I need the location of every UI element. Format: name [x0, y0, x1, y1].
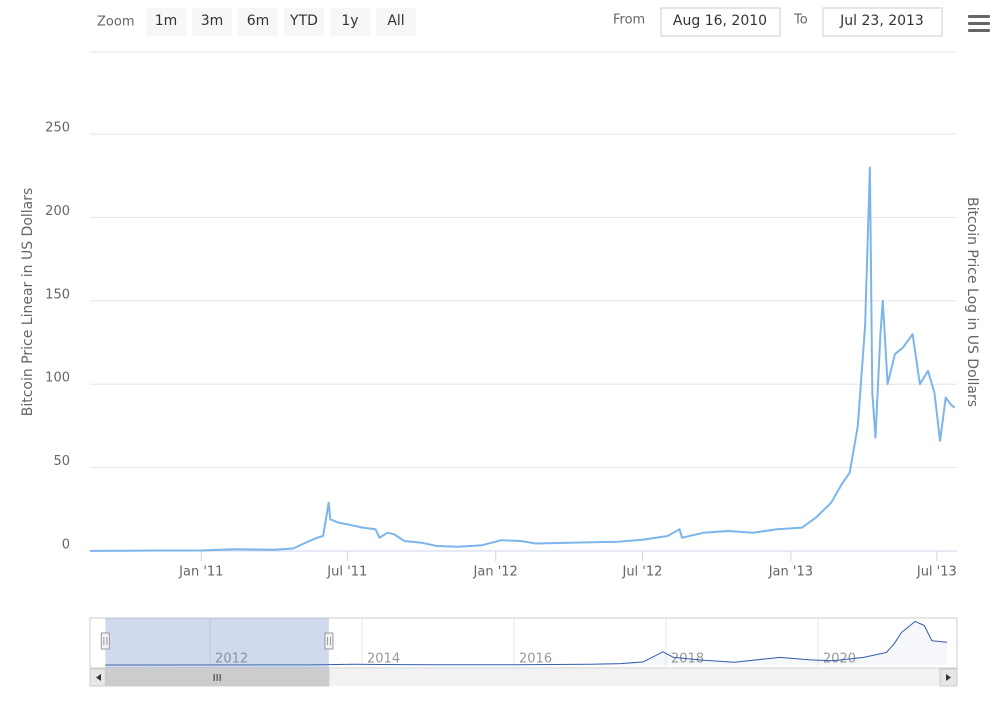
zoom-button[interactable] — [146, 8, 186, 36]
nav-x-tick-label: 2020 — [823, 652, 856, 667]
y-tick-label: 250 — [45, 121, 70, 136]
y-tick-label: 50 — [53, 454, 70, 469]
zoom-button[interactable] — [330, 8, 370, 36]
x-tick-label: Jul '11 — [326, 565, 367, 580]
nav-x-tick-label: 2012 — [215, 652, 248, 667]
nav-series — [105, 620, 948, 666]
from-label: From — [613, 13, 645, 28]
from-value: Aug 16, 2010 — [673, 13, 767, 29]
handle-grip — [103, 637, 108, 645]
zoom-button[interactable] — [238, 8, 278, 36]
x-tick-label: Jul '13 — [916, 565, 957, 580]
to-value: Jul 23, 2013 — [839, 13, 924, 29]
to-input[interactable] — [822, 7, 943, 37]
to-label: To — [793, 13, 808, 28]
zoom-button-label: YTD — [289, 13, 318, 29]
navigator-frame — [89, 617, 958, 669]
navigator-mask[interactable] — [105, 618, 329, 668]
zoom-button-label: All — [387, 13, 404, 29]
zoom-button-label: 6m — [247, 13, 270, 29]
y-tick-label: 200 — [45, 204, 70, 219]
y-tick-label: 100 — [45, 371, 70, 386]
zoom-label: Zoom — [97, 15, 134, 30]
nav-x-tick-label: 2016 — [519, 652, 552, 667]
y-axis-title: Bitcoin Price Linear in US Dollars — [20, 188, 36, 417]
zoom-button[interactable] — [284, 8, 324, 36]
y-tick-label: 150 — [45, 287, 70, 302]
zoom-button-label: 3m — [201, 13, 224, 29]
zoom-button-label: 1y — [341, 13, 358, 29]
scrollbar-grip — [213, 674, 221, 681]
x-tick-label: Jan '11 — [178, 565, 223, 580]
zoom-button[interactable] — [376, 8, 416, 36]
zoom-button[interactable] — [192, 8, 232, 36]
price-line — [89, 166, 956, 552]
nav-x-tick-label: 2014 — [367, 652, 400, 667]
y-tick-label: 0 — [62, 538, 70, 553]
navigator-handle[interactable] — [324, 632, 334, 650]
scroll-right-arrow — [946, 674, 951, 681]
menu-button[interactable] — [968, 15, 990, 32]
nav-area — [105, 621, 948, 665]
scroll-left-arrow — [96, 674, 101, 681]
x-tick-label: Jan '13 — [768, 565, 813, 580]
x-tick-label: Jul '12 — [621, 565, 662, 580]
navigator-handle[interactable] — [100, 632, 110, 650]
zoom-button-label: 1m — [155, 13, 178, 29]
handle-grip — [326, 637, 331, 645]
y2-axis-title: Bitcoin Price Log in US Dollars — [964, 197, 980, 407]
from-input[interactable] — [660, 7, 781, 37]
x-tick-label: Jan '12 — [473, 565, 518, 580]
